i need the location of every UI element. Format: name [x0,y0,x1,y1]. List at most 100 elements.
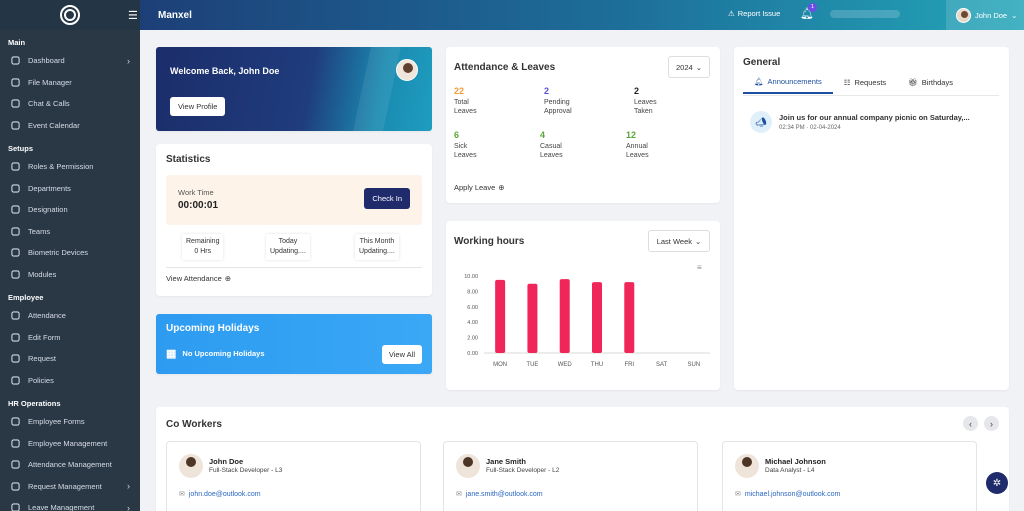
calendar-icon [10,120,20,130]
sidebar-item-label: Roles & Permission [28,162,94,172]
email-text: john.doe@outlook.com [188,490,261,498]
forms-icon [10,417,20,427]
coworker-name: Jane Smith [486,457,527,466]
chart-bar[interactable] [624,282,635,353]
sidebar-item-designation[interactable]: Designation [0,199,140,221]
sidebar-item-leave-management[interactable]: Leave Management › [0,497,140,511]
remaining-label: Remaining [186,238,220,245]
list-icon: ☷ [843,78,851,87]
attendance-icon [10,311,20,321]
chart-bar[interactable] [527,283,538,353]
dashboard-icon [10,56,20,66]
sidebar-item-label: Teams [28,226,51,236]
view-profile-button[interactable]: View Profile [170,97,226,116]
sidebar-item-event-calendar[interactable]: Event Calendar [0,115,140,137]
year-select[interactable]: 2024 ⌄ [668,56,710,78]
metric-value: 4 [540,130,546,140]
sidebar-item-departments[interactable]: Departments [0,178,140,200]
sidebar-item-label: Dashboard [28,56,65,66]
notification-bell-icon[interactable]: 🔔︎ 1 [800,3,817,20]
coworker-role: Data Analyst - L4 [765,467,815,474]
tab-announcements[interactable]: 🔔︎ Announcements [743,77,833,94]
brand-logo[interactable] [0,0,140,30]
announcement-item[interactable]: 📣︎ Join us for our annual company picnic… [750,111,970,133]
sidebar-item-request[interactable]: Request [0,348,140,370]
metric-label-1: Leaves [634,99,657,106]
user-menu[interactable]: John Doe ⌄ [946,0,1024,30]
chevron-down-icon: ⌄ [1011,10,1018,20]
report-issue-link[interactable]: ⚠ Report Issue [728,9,780,18]
view-attendance-link[interactable]: View Attendance ⊕ [166,274,231,283]
report-issue-label: Report Issue [737,9,781,18]
coworker-card[interactable]: Michael Johnson Data Analyst - L4 ✉ michael… [722,441,977,511]
request-icon [10,354,20,364]
chart-menu-icon[interactable]: ≡ [697,263,702,272]
chart-bar[interactable] [495,279,506,353]
sidebar-item-biometric-devices[interactable]: Biometric Devices [0,242,140,264]
employee-mgmt-icon [10,438,20,448]
sidebar-section-title: HR Operations [8,399,61,408]
metric-label-2: Taken [634,108,653,115]
check-in-button[interactable]: Check In [364,188,410,209]
sidebar-item-label: Policies [28,375,54,385]
sidebar-item-policies[interactable]: Policies [0,370,140,392]
email-text: michael.johnson@outlook.com [744,490,841,498]
sidebar-item-dashboard[interactable]: Dashboard › [0,50,140,72]
sidebar-section-title: Setups [8,144,34,153]
attendance-mgmt-icon [10,460,20,470]
coworker-email[interactable]: ✉ michael.johnson@outlook.com [735,490,841,499]
no-holidays-row: ▦ No Upcoming Holidays [166,347,265,360]
x-tick-label: TUE [526,362,538,368]
sidebar-item-roles-permission[interactable]: Roles & Permission [0,156,140,178]
sidebar-item-file-manager[interactable]: File Manager [0,72,140,94]
chevron-down-icon: ⌄ [695,62,702,72]
menu-toggle-icon[interactable]: ☰ [128,9,138,22]
next-icon[interactable]: › [984,416,999,431]
month-label: This Month [359,238,395,245]
coworker-email[interactable]: ✉ jane.smith@outlook.com [456,490,543,499]
chart-bar[interactable] [559,279,570,353]
sidebar-item-attendance[interactable]: Attendance [0,305,140,327]
sidebar-item-attendance-management[interactable]: Attendance Management [0,454,140,476]
coworker-card[interactable]: John Doe Full-Stack Developer - L3 ✉ john.d… [166,441,421,511]
sidebar-item-modules[interactable]: Modules [0,264,140,286]
avatar [456,454,480,478]
view-all-button[interactable]: View All [381,345,422,364]
metric-label-1: Total [454,99,469,106]
apply-leave-link[interactable]: Apply Leave ⊕ [454,183,505,192]
y-tick-label: 0.00 [467,351,478,357]
settings-fab-icon[interactable]: ✲ [986,472,1008,494]
y-tick-label: 6.00 [467,305,478,311]
working-hours-card: Working hours Last Week ⌄ ≡ 0.00 2.00 4.00 6… [446,221,720,390]
tab-label: Requests [854,78,887,87]
apply-leave-label: Apply Leave [454,183,496,192]
metric-value: 2 [634,86,640,96]
sidebar-item-chat-calls[interactable]: Chat & Calls [0,93,140,115]
sidebar-item-request-management[interactable]: Request Management › [0,476,140,498]
bell-icon: 🔔︎ [754,77,764,86]
tab-requests[interactable]: ☷ Requests [833,77,897,94]
metric-value: 2 [544,86,550,96]
topbar: ☰ Manxel ⚠ Report Issue 🔔︎ 1 John Doe ⌄ [128,0,1024,30]
sidebar-item-employee-forms[interactable]: Employee Forms [0,411,140,433]
tab-birthdays[interactable]: 🎁︎ Birthdays [897,77,964,94]
chart-bar[interactable] [592,282,602,353]
notification-badge: 1 [808,3,817,12]
logo-icon [60,5,80,25]
range-select[interactable]: Last Week ⌄ [648,230,710,252]
sidebar-item-employee-management[interactable]: Employee Management [0,433,140,455]
working-hours-chart: ≡ 0.00 2.00 4.00 6.00 8.00 10.00 MON TUE WED THU FR… [464,263,710,368]
attendance-leaves-card: Attendance & Leaves 2024 ⌄ 22 Total Leaves… [446,47,720,203]
coworker-card[interactable]: Jane Smith Full-Stack Developer - L2 ✉ jane… [443,441,698,511]
general-title: General [743,57,781,68]
leave-mgmt-icon [10,503,20,511]
coworker-email[interactable]: ✉ john.doe@outlook.com [179,490,261,499]
sidebar: Main Dashboard › File Manager Chat & Calls Ev… [0,0,140,511]
x-tick-label: FRI [624,362,634,368]
prev-icon[interactable]: ‹ [963,416,978,431]
sidebar-item-label: Edit Form [28,332,61,342]
chat-icon [10,99,20,109]
sidebar-item-teams[interactable]: Teams [0,221,140,243]
sidebar-item-edit-form[interactable]: Edit Form [0,327,140,349]
range-value: Last Week [656,236,692,246]
